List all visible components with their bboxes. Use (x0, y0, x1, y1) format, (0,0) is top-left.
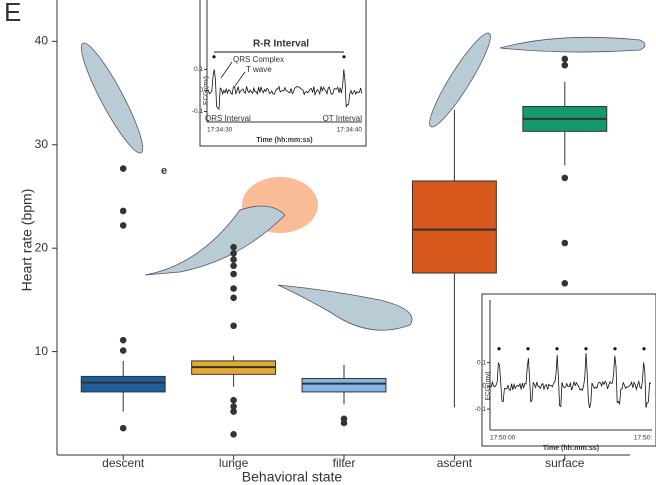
beat-marker (526, 347, 530, 351)
outlier (119, 207, 127, 215)
outlier (230, 243, 237, 251)
inset-annotation: QRS Interval (205, 114, 251, 123)
y-tick-label: 20 (35, 240, 49, 254)
outlier (230, 408, 237, 415)
outlier (230, 396, 237, 404)
beat-marker (212, 55, 216, 59)
inset-y-tick-label: 0 (199, 87, 203, 94)
inset-annotation: QT Interval (323, 114, 363, 123)
inset-annotation: QRS Complex (233, 55, 284, 64)
x-tick-label: surface (545, 456, 585, 470)
inset-y-label: ECG (mv) (203, 76, 210, 105)
outlier (119, 424, 127, 432)
outlier (230, 403, 237, 410)
x-tick-label: lunge (219, 456, 249, 470)
inset-y-label: ECG (mv) (485, 371, 492, 400)
outlier (561, 280, 569, 287)
inset-y-tick-label: 0.1 (477, 359, 486, 366)
beat-marker (555, 347, 559, 351)
outlier (230, 285, 237, 292)
y-tick-label: 30 (35, 137, 49, 151)
whale-illustrations (80, 32, 646, 331)
outlier (561, 61, 569, 69)
inset-annotation: T wave (246, 65, 272, 74)
ecg-trace (489, 353, 652, 408)
outlier (230, 431, 237, 438)
outlier (119, 222, 127, 229)
outlier (230, 256, 237, 263)
x-tick-label: filter (333, 456, 356, 470)
inset-x-tick-label: 17:34:40 (337, 127, 363, 134)
outlier (230, 322, 237, 330)
inset-y-tick-label: 0 (482, 383, 486, 390)
outlier (561, 55, 569, 63)
y-tick-label: 10 (35, 344, 49, 358)
inset-x-label: Time (hh:mm:ss) (256, 137, 312, 144)
outlier (230, 250, 237, 257)
annotation: e (161, 165, 167, 177)
outlier (230, 270, 237, 278)
outlier (230, 294, 237, 302)
outlier (119, 336, 127, 344)
outlier (119, 165, 127, 172)
inset-title: R-R Interval (253, 39, 309, 50)
beat-marker (497, 347, 501, 351)
x-tick-label: ascent (437, 456, 473, 470)
box (411, 180, 497, 274)
inset-frame (481, 293, 656, 447)
beat-marker (342, 55, 346, 59)
outlier (561, 239, 569, 247)
insets: 0.1 0 -0.1 ECG (mv) 17:34:30 17:34:40 Time (hh… (192, 0, 656, 452)
box (301, 377, 387, 393)
outlier (230, 262, 237, 270)
outlier (340, 419, 348, 427)
outlier (561, 174, 569, 182)
inset-y-tick-label: 0.1 (194, 66, 203, 73)
x-axis-label: Behavioral state (242, 469, 343, 485)
y-axis-label: Heart rate (bpm) (19, 189, 35, 292)
inset-y-tick-label: -0.1 (192, 108, 204, 115)
plot: 10 20 30 40 descent lunge filter ascent surface (35, 34, 608, 470)
panel-label: E (4, 0, 21, 27)
inset-x-tick-label: 17:34:30 (207, 127, 233, 134)
pointer (234, 71, 246, 87)
beat-marker (613, 347, 617, 351)
y-tick-label: 40 (35, 34, 49, 48)
x-tick-label: descent (102, 456, 145, 470)
inset-x-tick-label: 17:50:00 (490, 435, 516, 442)
box (80, 375, 166, 393)
inset-frame (199, 0, 367, 147)
outlier (119, 347, 127, 354)
inset-y-tick-label: -0.1 (475, 406, 487, 413)
beat-marker (584, 347, 588, 351)
pointer (220, 61, 233, 79)
inset-x-tick-label: 17:50: (634, 435, 652, 442)
inset-x-label: Time (hh:mm:ss) (543, 445, 599, 452)
beat-marker (642, 347, 646, 351)
ecg-trace (206, 69, 363, 110)
